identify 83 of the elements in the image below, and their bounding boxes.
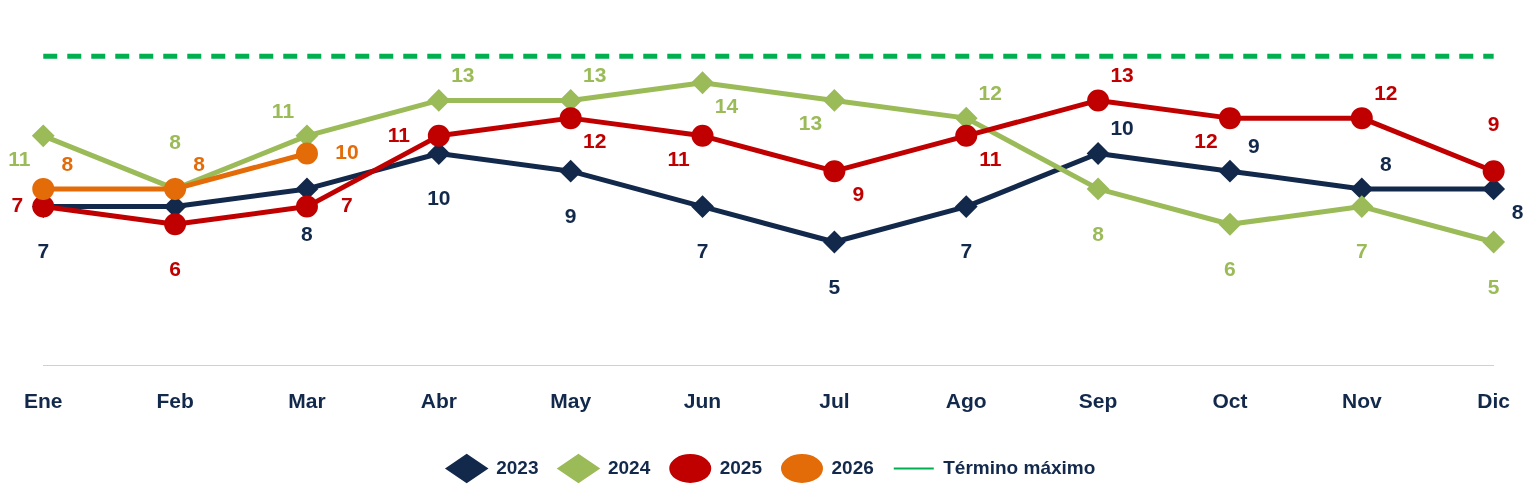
data-label: 9 bbox=[1248, 134, 1260, 158]
point bbox=[823, 89, 846, 112]
data-label: 5 bbox=[1487, 274, 1500, 298]
x-tick-label: Jul bbox=[819, 389, 850, 413]
data-label: 8 bbox=[169, 129, 182, 153]
data-label: 9 bbox=[564, 204, 577, 228]
data-label: 8 bbox=[193, 151, 206, 175]
point bbox=[1087, 142, 1110, 165]
x-tick-label: Feb bbox=[156, 389, 194, 413]
data-label: 5 bbox=[828, 274, 841, 298]
point bbox=[427, 89, 450, 112]
data-label: 13 bbox=[798, 111, 823, 135]
data-label: 12 bbox=[583, 128, 607, 152]
data-label: 13 bbox=[1110, 63, 1134, 87]
data-label: 10 bbox=[427, 186, 451, 210]
point bbox=[691, 71, 714, 94]
point bbox=[164, 213, 187, 236]
data-label: 14 bbox=[714, 93, 739, 117]
point bbox=[691, 124, 714, 147]
data-label: 6 bbox=[169, 257, 181, 281]
legend-label: 2024 bbox=[607, 456, 651, 478]
point bbox=[1350, 195, 1373, 218]
x-tick-label: Mar bbox=[288, 389, 326, 413]
x-tick-label: Oct bbox=[1212, 389, 1248, 413]
point bbox=[1218, 213, 1241, 236]
data-label: 9 bbox=[852, 182, 865, 206]
data-label: 12 bbox=[978, 80, 1002, 104]
x-tick-label: Abr bbox=[420, 389, 457, 413]
data-label: 7 bbox=[341, 193, 353, 217]
x-tick-label: Ago bbox=[945, 389, 987, 413]
point bbox=[427, 124, 450, 147]
data-label: 7 bbox=[37, 239, 50, 263]
point bbox=[1350, 177, 1373, 200]
x-tick-label: Dic bbox=[1477, 389, 1511, 413]
data-label: 7 bbox=[696, 239, 709, 263]
data-label: 13 bbox=[451, 63, 475, 87]
data-label: 10 bbox=[335, 140, 359, 164]
point bbox=[32, 177, 55, 200]
legend-label: 2023 bbox=[496, 456, 539, 478]
data-label: 11 bbox=[667, 146, 690, 170]
legend-label: 2026 bbox=[831, 456, 874, 478]
data-label: 11 bbox=[271, 98, 295, 122]
data-label: 7 bbox=[11, 193, 24, 217]
point bbox=[1087, 89, 1110, 112]
point bbox=[823, 160, 846, 183]
x-tick-label: Nov bbox=[1341, 389, 1382, 413]
point bbox=[1350, 107, 1373, 130]
point bbox=[295, 195, 318, 218]
x-tick-label: Ene bbox=[24, 389, 63, 413]
point bbox=[1218, 107, 1241, 130]
data-label: 13 bbox=[583, 63, 607, 87]
point bbox=[559, 160, 582, 183]
x-tick-label: Jun bbox=[683, 389, 722, 413]
x-tick-label: May bbox=[550, 389, 592, 413]
point bbox=[1218, 160, 1241, 183]
point bbox=[955, 124, 978, 147]
point bbox=[1482, 160, 1505, 183]
data-label: 6 bbox=[1224, 257, 1236, 281]
data-label: 11 bbox=[387, 122, 411, 146]
data-label: 8 bbox=[1092, 221, 1105, 245]
point bbox=[1087, 177, 1110, 200]
data-label: 12 bbox=[1374, 80, 1398, 104]
data-label: 8 bbox=[301, 221, 314, 245]
legend-label: 2025 bbox=[719, 456, 763, 478]
point bbox=[295, 142, 318, 165]
data-label: 7 bbox=[1355, 239, 1368, 263]
point bbox=[559, 107, 582, 130]
data-label: 8 bbox=[61, 151, 74, 175]
x-tick-label: Sep bbox=[1078, 389, 1118, 413]
data-label: 11 bbox=[979, 146, 1002, 170]
data-label: 10 bbox=[1110, 116, 1134, 140]
point bbox=[955, 195, 978, 218]
point bbox=[823, 230, 846, 253]
point bbox=[1482, 230, 1505, 253]
data-label: 9 bbox=[1487, 112, 1500, 136]
data-label: 8 bbox=[1379, 151, 1392, 175]
data-label: 11 bbox=[8, 146, 31, 170]
point bbox=[32, 124, 55, 147]
data-label: 7 bbox=[960, 239, 973, 263]
data-label: 12 bbox=[1194, 128, 1218, 152]
point bbox=[691, 195, 714, 218]
data-label: 8 bbox=[1511, 199, 1524, 223]
legend-label: Término máximo bbox=[943, 456, 1096, 478]
